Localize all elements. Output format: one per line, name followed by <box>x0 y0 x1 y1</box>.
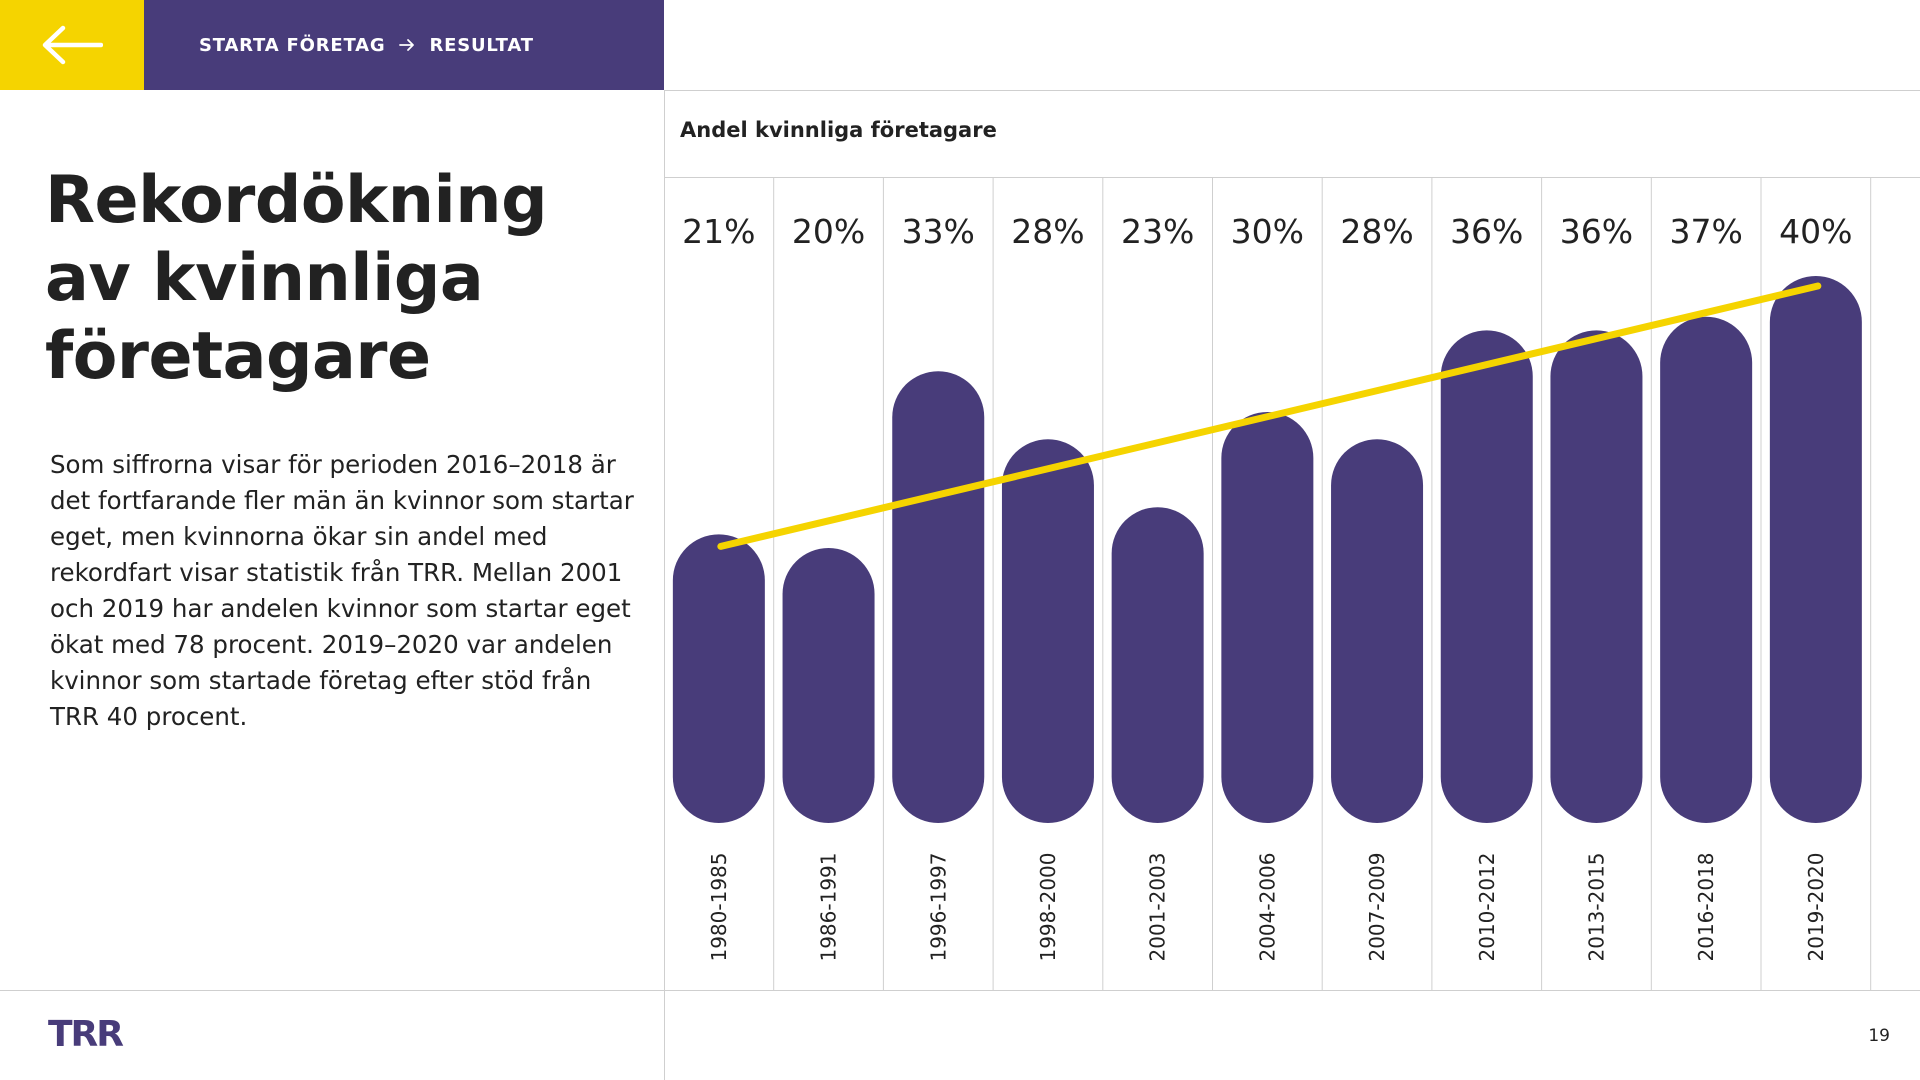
body-text: Som siffrorna visar för perioden 2016–20… <box>50 450 634 731</box>
category-label: 1998-2000 <box>1036 852 1060 961</box>
bar-2013-2015 <box>1550 330 1643 823</box>
trr-logo: TRR <box>48 1014 124 1055</box>
footer-divider <box>0 990 1920 991</box>
value-label: 23% <box>1121 212 1194 251</box>
trend-line-group <box>717 282 1822 550</box>
breadcrumb: STARTA FÖRETAG RESULTAT <box>144 0 664 90</box>
category-label: 1996-1997 <box>926 852 950 961</box>
breadcrumb-item-starta-foretag[interactable]: STARTA FÖRETAG <box>199 34 386 56</box>
category-label: 2001-2003 <box>1146 852 1170 961</box>
panel-divider <box>664 90 665 1080</box>
value-labels: 21% 20% 33% 28% 23% 30% 28% 36% 36% 37% 40% <box>682 212 1852 251</box>
bar-2004-2006 <box>1221 412 1314 823</box>
bar-1986-1991 <box>782 548 875 823</box>
value-label: 28% <box>1340 212 1413 251</box>
category-label: 1980-1985 <box>707 852 731 961</box>
value-label: 36% <box>1560 212 1633 251</box>
breadcrumb-item-resultat[interactable]: RESULTAT <box>429 34 534 56</box>
category-label: 2010-2012 <box>1475 852 1499 961</box>
bar-2001-2003 <box>1111 507 1204 823</box>
bar-2007-2009 <box>1331 439 1424 823</box>
value-label: 28% <box>1011 212 1084 251</box>
category-labels: 1980-1985 1986-1991 1996-1997 1998-2000 2001… <box>707 852 1828 961</box>
column-dividers <box>773 177 1872 990</box>
bar-1980-1985 <box>672 534 765 823</box>
category-label: 2013-2015 <box>1584 852 1608 961</box>
bars <box>672 276 1862 823</box>
chart-top-border <box>664 177 1920 178</box>
trend-line <box>717 282 1822 550</box>
chart-title: Andel kvinnliga företagare <box>680 118 997 142</box>
value-label: 37% <box>1669 212 1742 251</box>
back-button[interactable] <box>0 0 144 90</box>
arrow-right-icon <box>399 38 415 52</box>
category-label: 2016-2018 <box>1694 852 1718 961</box>
value-label: 20% <box>792 212 865 251</box>
value-label: 21% <box>682 212 755 251</box>
arrow-left-icon <box>42 25 103 65</box>
header-divider <box>664 90 1920 91</box>
bar-2019-2020 <box>1769 276 1862 823</box>
bar-1996-1997 <box>892 371 985 823</box>
value-label: 40% <box>1779 212 1852 251</box>
bar-2016-2018 <box>1660 316 1753 823</box>
value-label: 36% <box>1450 212 1523 251</box>
bar-2010-2012 <box>1440 330 1533 823</box>
page-number: 19 <box>1868 1026 1890 1046</box>
page-title: Rekordökning av kvinnliga företagare <box>45 163 548 394</box>
category-label: 1986-1991 <box>817 852 841 961</box>
value-label: 30% <box>1231 212 1304 251</box>
category-label: 2007-2009 <box>1365 852 1389 961</box>
category-label: 2019-2020 <box>1804 852 1828 961</box>
bar-1998-2000 <box>1001 439 1094 823</box>
value-label: 33% <box>902 212 975 251</box>
category-label: 2004-2006 <box>1255 852 1279 961</box>
